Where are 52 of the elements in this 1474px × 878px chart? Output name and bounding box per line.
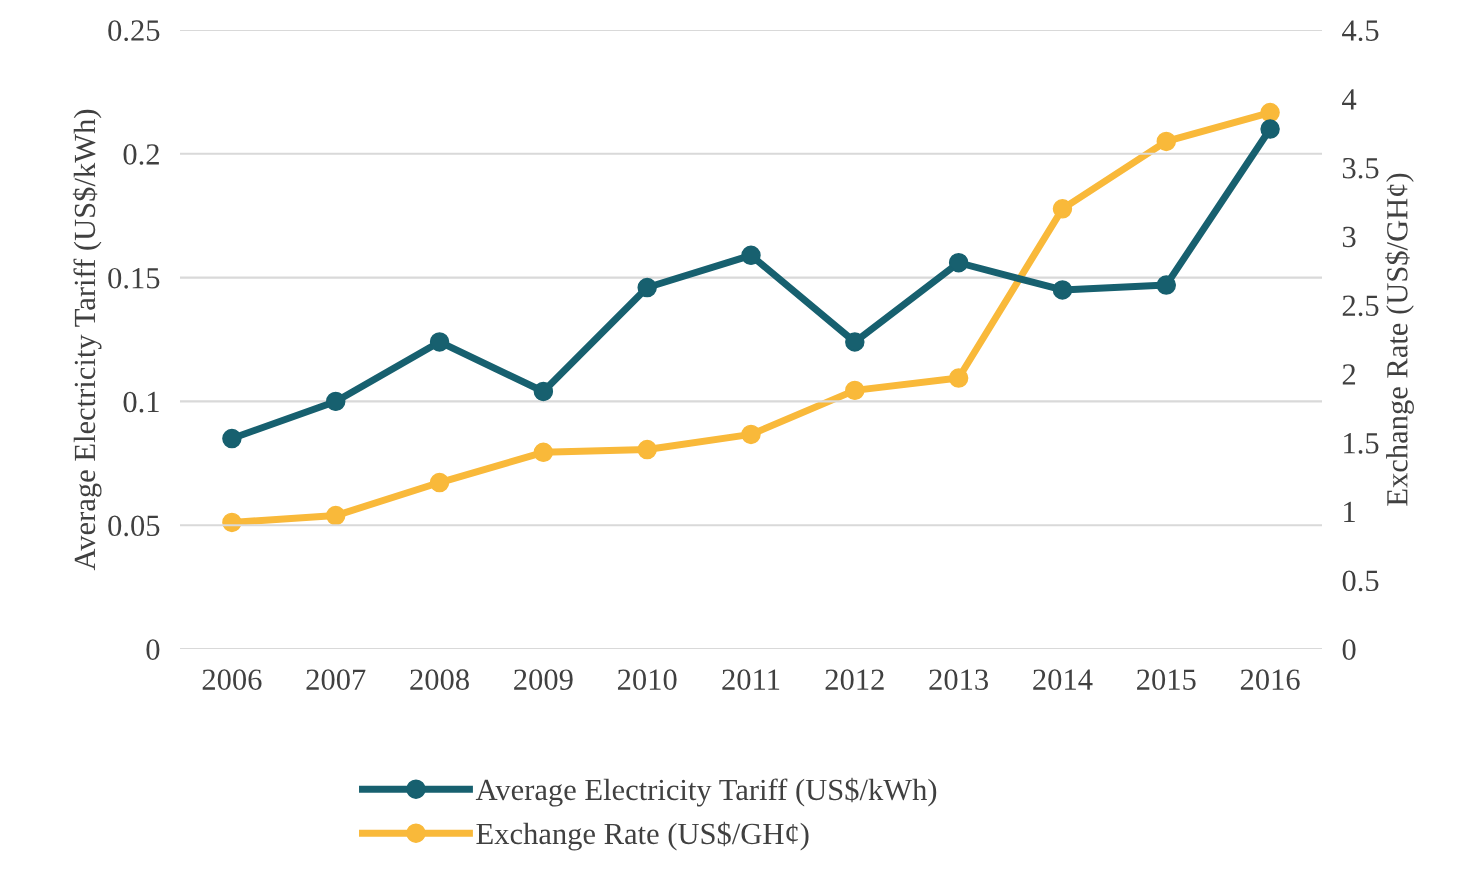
point: [1156, 131, 1176, 152]
y-tick-label: 0.05: [108, 515, 160, 537]
legend-label: Average Electricity Tariff (US$/kWh): [475, 777, 937, 807]
point: [1260, 102, 1280, 123]
y2-tick-label: 4.5: [1342, 20, 1379, 42]
point: [429, 332, 450, 352]
y-tick-label: 0: [146, 639, 160, 660]
y2-tick-label: 0: [1342, 639, 1356, 660]
point: [637, 439, 657, 460]
point: [637, 277, 657, 298]
y2-axis-title: Exchange Rate (US$/GH¢): [1385, 173, 1414, 506]
y-tick-label: 0.25: [108, 20, 160, 42]
point: [1156, 275, 1176, 295]
y2-tick-label: 3: [1342, 226, 1356, 248]
y2-tick-label: 1: [1344, 501, 1355, 523]
point: [1052, 280, 1073, 300]
point: [948, 253, 969, 273]
y2-tick-label: 4: [1342, 89, 1357, 110]
y-tick-label: 0.2: [123, 144, 159, 165]
x-tick-label: 2007: [306, 669, 366, 690]
y2-tick-label: 2.5: [1342, 295, 1379, 317]
x-tick-label: 2014: [1033, 669, 1093, 690]
x-tick-label: 2009: [514, 669, 573, 690]
legend-label: Exchange Rate (US$/GH¢): [476, 821, 809, 851]
x-tick-label: 2010: [617, 669, 677, 690]
point: [845, 380, 865, 401]
point: [948, 368, 969, 388]
y2-tick-label: 3.5: [1342, 157, 1379, 179]
y2-tick-label: 0.5: [1342, 570, 1379, 592]
x-tick-label: 2008: [410, 669, 469, 690]
point: [533, 442, 554, 463]
x-tick-label: 2015: [1137, 669, 1196, 690]
y2-tick-label: 1.5: [1344, 433, 1379, 454]
y-axis-title: Average Electricity Tariff (US$/kWh): [72, 109, 102, 571]
x-tick-label: 2016: [1240, 669, 1300, 690]
point: [222, 428, 242, 449]
point: [429, 472, 450, 493]
y2-tick-label: 2: [1342, 364, 1356, 385]
x-tick-label: 2013: [929, 669, 988, 690]
y-tick-label: 0.1: [123, 391, 159, 413]
point: [1052, 199, 1073, 219]
point: [741, 424, 761, 445]
x-tick-label: 2011: [722, 669, 780, 690]
point: [326, 505, 346, 526]
point: [741, 245, 761, 266]
point: [326, 391, 346, 412]
x-tick-label: 2006: [202, 669, 262, 690]
point: [533, 381, 554, 402]
y-tick-label: 0.15: [108, 267, 160, 289]
point: [1260, 119, 1280, 139]
point: [845, 332, 865, 352]
x-tick-label: 2012: [825, 669, 884, 690]
